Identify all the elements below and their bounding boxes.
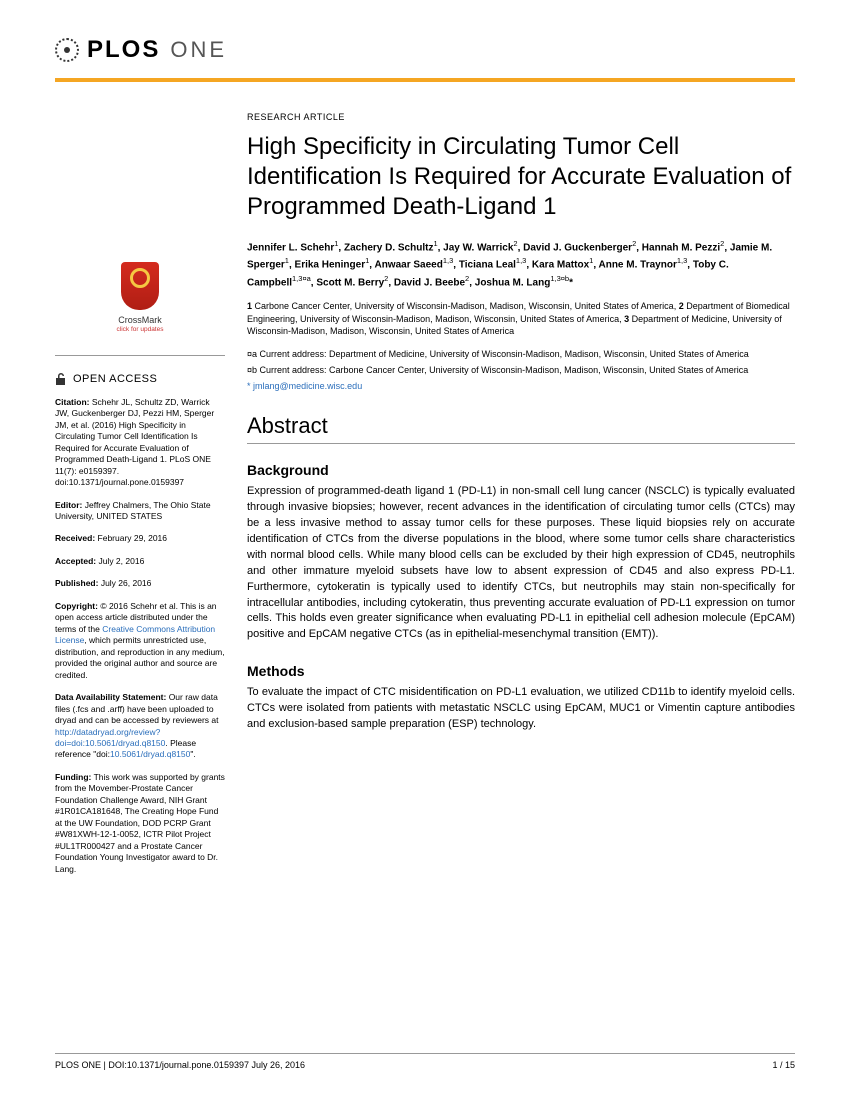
methods-text: To evaluate the impact of CTC misidentif…	[247, 685, 795, 733]
published-block: Published: July 26, 2016	[55, 578, 225, 589]
editor-block: Editor: Jeffrey Chalmers, The Ohio State…	[55, 500, 225, 523]
journal-one-text: ONE	[170, 37, 227, 63]
article-type: RESEARCH ARTICLE	[247, 112, 795, 122]
open-lock-icon	[55, 372, 67, 386]
background-heading: Background	[247, 462, 795, 478]
abstract-heading: Abstract	[247, 413, 795, 439]
sidebar: CrossMark click for updates OPEN ACCESS …	[55, 112, 225, 886]
open-access-text: OPEN ACCESS	[73, 372, 157, 387]
plos-text: PLOS	[87, 36, 160, 64]
received-block: Received: February 29, 2016	[55, 533, 225, 544]
page-footer: PLOS ONE | DOI:10.1371/journal.pone.0159…	[55, 1053, 795, 1070]
footer-right: 1 / 15	[772, 1060, 795, 1070]
copyright-block: Copyright: © 2016 Schehr et al. This is …	[55, 601, 225, 681]
dryad-doi-link[interactable]: 10.5061/dryad.q8150	[110, 749, 190, 759]
accepted-block: Accepted: July 2, 2016	[55, 556, 225, 567]
sidebar-divider	[55, 355, 225, 356]
funding-block: Funding: This work was supported by gran…	[55, 772, 225, 875]
affiliations: 1 Carbone Cancer Center, University of W…	[247, 300, 795, 338]
methods-heading: Methods	[247, 663, 795, 679]
open-access-badge: OPEN ACCESS	[55, 372, 225, 387]
journal-header: PLOS ONE	[55, 30, 795, 70]
crossmark-icon	[121, 262, 159, 310]
email-link[interactable]: jmlang@medicine.wisc.edu	[253, 381, 362, 391]
address-note-a: ¤a Current address: Department of Medici…	[247, 348, 795, 361]
crossmark-widget[interactable]: CrossMark click for updates	[55, 262, 225, 335]
author-list: Jennifer L. Schehr1, Zachery D. Schultz1…	[247, 238, 795, 290]
data-availability-block: Data Availability Statement: Our raw dat…	[55, 692, 225, 761]
footer-left: PLOS ONE | DOI:10.1371/journal.pone.0159…	[55, 1060, 305, 1070]
article-title: High Specificity in Circulating Tumor Ce…	[247, 132, 795, 222]
address-note-b: ¤b Current address: Carbone Cancer Cente…	[247, 364, 795, 377]
plos-logo: PLOS	[55, 36, 160, 64]
abstract-divider	[247, 443, 795, 444]
plos-circle-icon	[55, 38, 79, 62]
main-content: RESEARCH ARTICLE High Specificity in Cir…	[247, 112, 795, 886]
header-orange-bar	[55, 78, 795, 82]
crossmark-label: CrossMark	[55, 314, 225, 326]
citation-block: Citation: Schehr JL, Schultz ZD, Warrick…	[55, 397, 225, 489]
dryad-link[interactable]: http://datadryad.org/review?doi=doi:10.5…	[55, 727, 165, 748]
background-text: Expression of programmed-death ligand 1 …	[247, 484, 795, 643]
crossmark-sublabel: click for updates	[55, 326, 225, 335]
corresponding-email: * jmlang@medicine.wisc.edu	[247, 381, 795, 391]
